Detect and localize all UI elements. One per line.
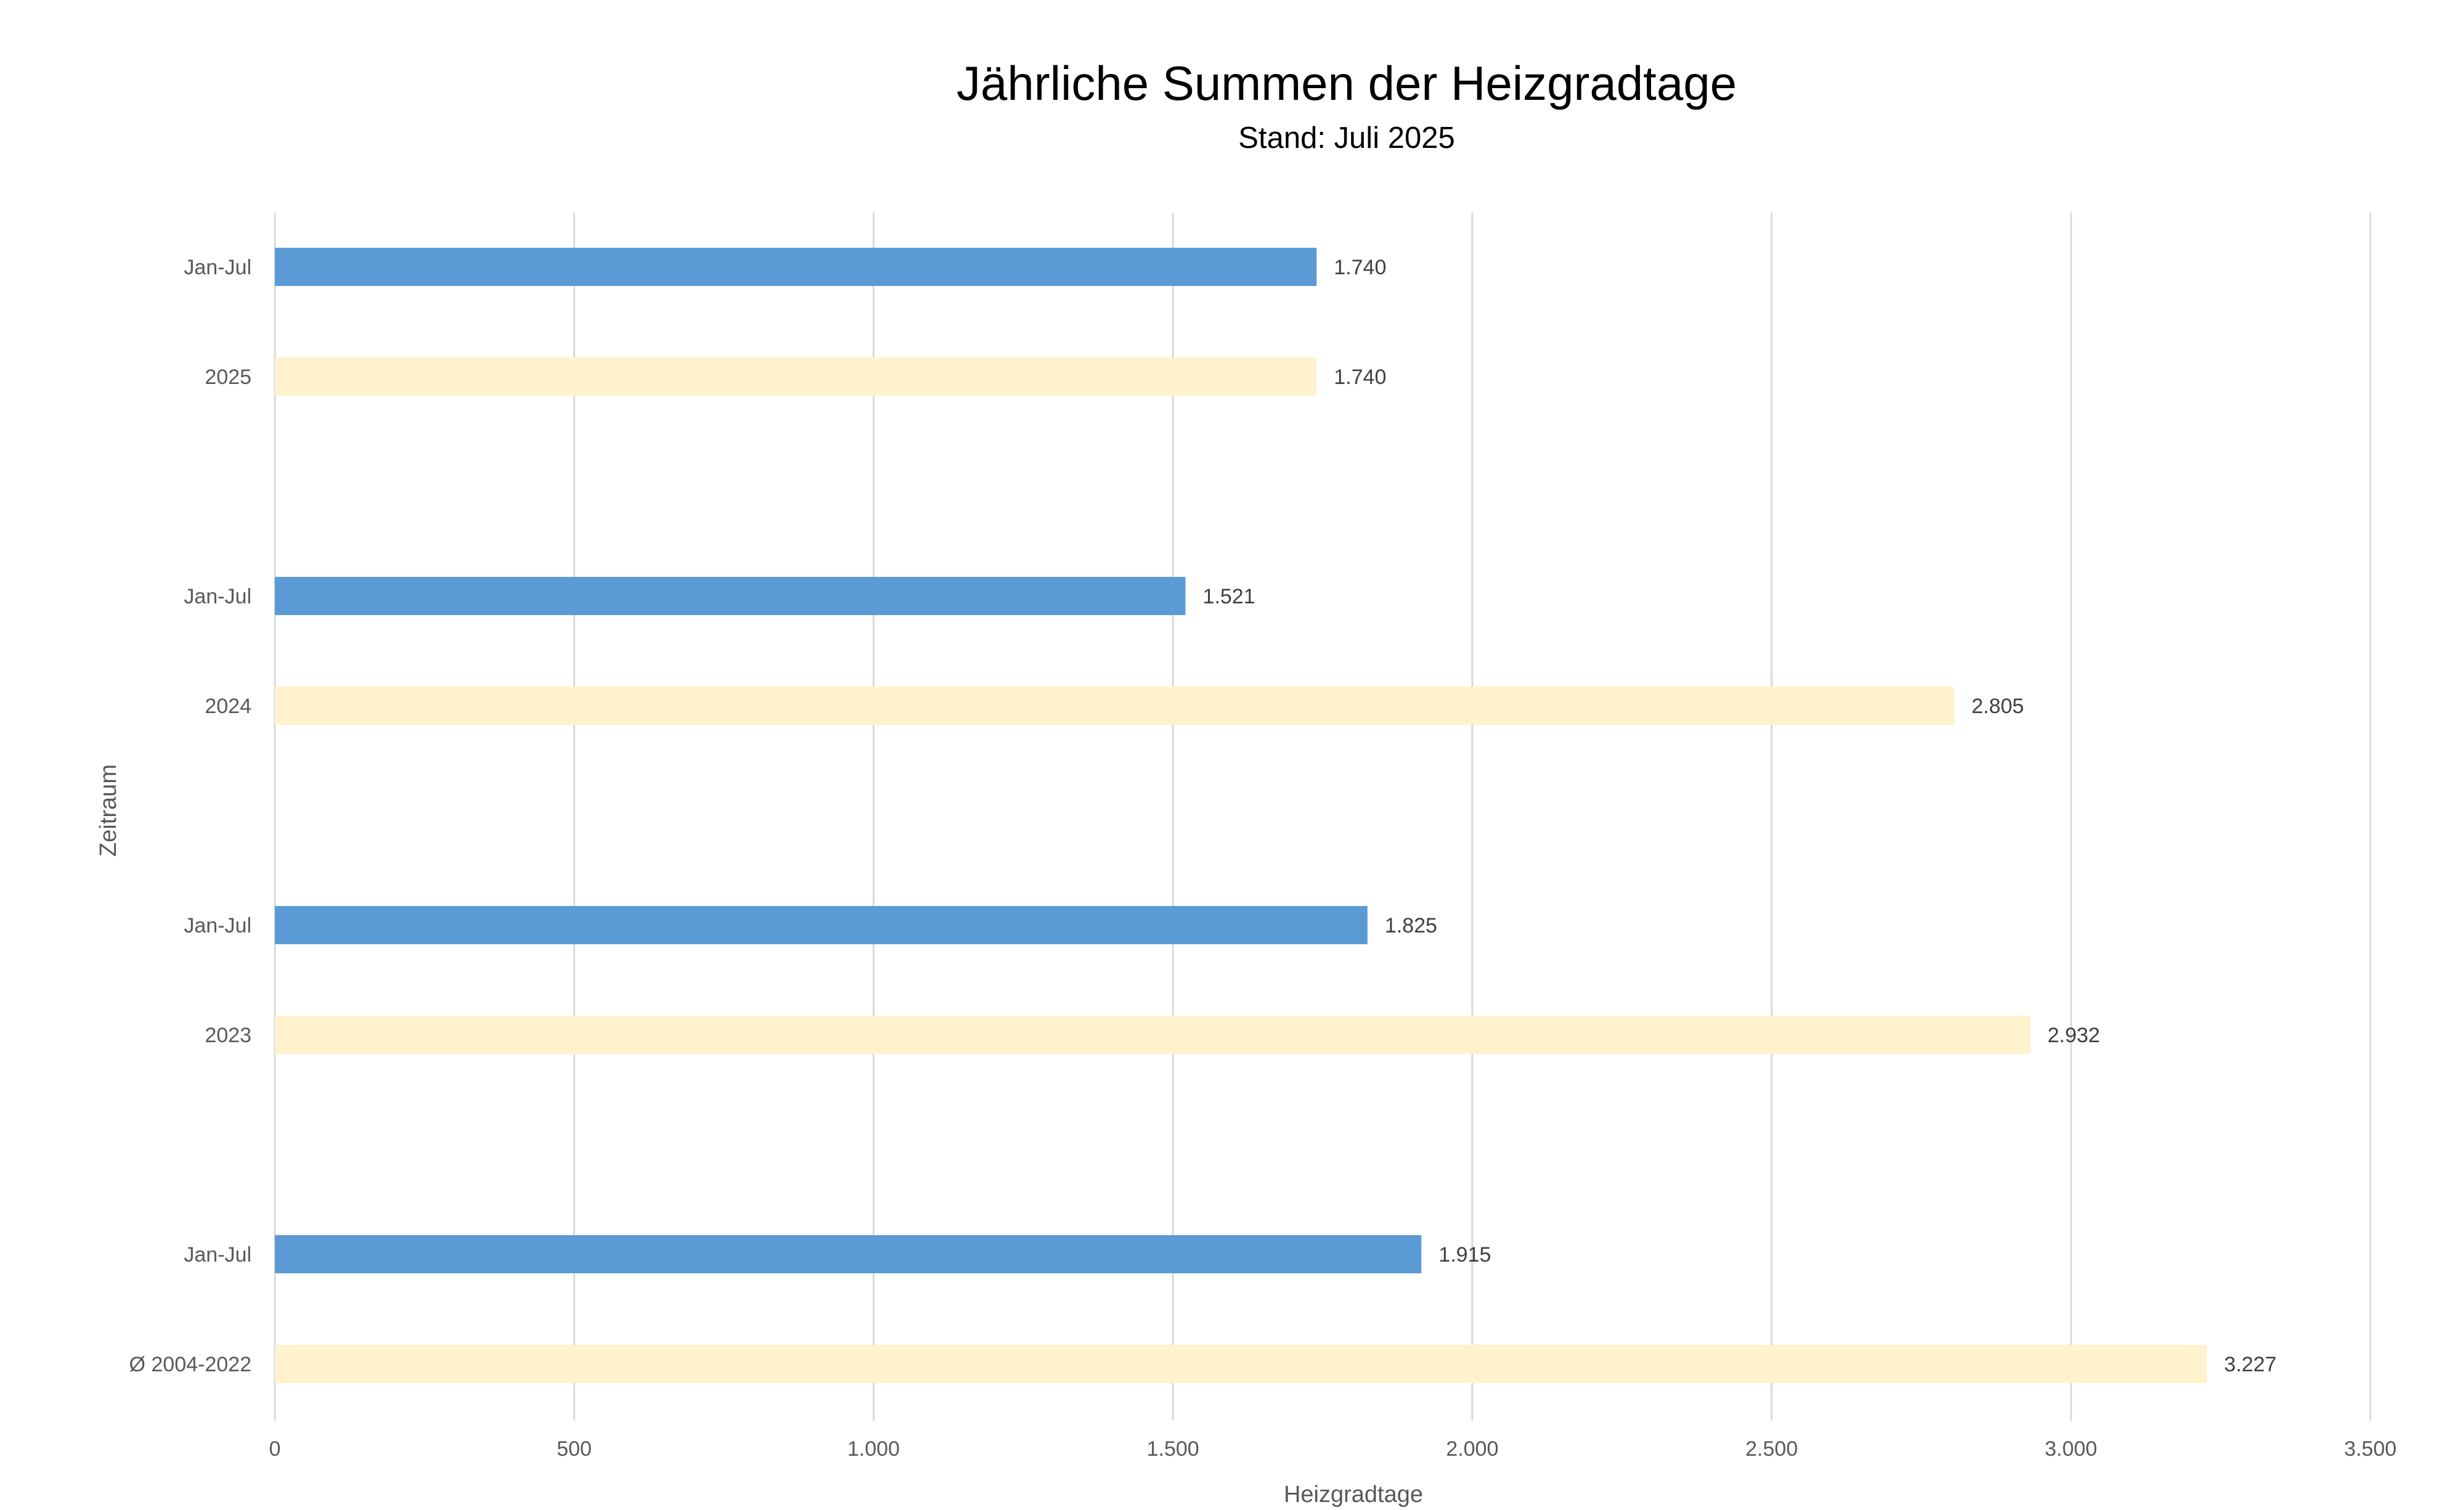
chart-subtitle: Stand: Juli 2025 — [1238, 121, 1454, 155]
bar — [275, 1016, 2031, 1054]
data-label: 2.805 — [1972, 695, 2024, 718]
bars: 1.740 1.740 1.521 2.805 1.825 2.932 1.915 3.227 — [275, 248, 2277, 1383]
y-category-label: 2024 — [205, 695, 251, 718]
y-category-label: Ø 2004-2022 — [129, 1353, 252, 1376]
bar — [275, 906, 1368, 944]
data-label: 1.740 — [1334, 365, 1386, 389]
y-category-label: Jan-Jul — [184, 585, 251, 608]
data-label: 2.932 — [2047, 1024, 2100, 1047]
bar — [275, 577, 1186, 615]
x-tick-label: 1.500 — [1147, 1437, 1199, 1461]
y-category-label: Jan-Jul — [184, 256, 251, 279]
x-tick-label: 500 — [557, 1437, 592, 1461]
x-tick-label: 1.000 — [847, 1437, 900, 1461]
y-category-label: Jan-Jul — [184, 914, 251, 937]
x-tick-label: 3.000 — [2045, 1437, 2097, 1461]
x-tick-label: 2.000 — [1446, 1437, 1498, 1461]
y-category-label: 2025 — [205, 365, 251, 389]
data-label: 1.521 — [1203, 585, 1255, 608]
bar — [275, 248, 1317, 286]
x-tick-label: 3.500 — [2344, 1437, 2396, 1461]
x-tick-label: 0 — [269, 1437, 281, 1461]
y-category-label: 2023 — [205, 1024, 251, 1047]
y-axis-ticks: Jan-Jul 2025 Jan-Jul 2024 Jan-Jul 2023 Jan-Jul… — [129, 256, 252, 1376]
y-axis-label: Zeitraum — [96, 764, 121, 857]
data-label: 1.825 — [1385, 914, 1437, 937]
data-label: 3.227 — [2224, 1353, 2277, 1376]
bar — [275, 1345, 2207, 1383]
bar — [275, 357, 1317, 396]
x-axis-label: Heizgradtage — [1284, 1482, 1423, 1508]
x-axis-ticks: 0 500 1.000 1.500 2.000 2.500 3.000 3.500 — [269, 1437, 2397, 1461]
data-label: 1.740 — [1334, 256, 1386, 279]
y-category-label: Jan-Jul — [184, 1243, 251, 1267]
bar — [275, 1235, 1422, 1273]
gridlines — [274, 213, 2372, 1421]
x-tick-label: 2.500 — [1745, 1437, 1798, 1461]
data-label: 1.915 — [1438, 1243, 1491, 1267]
bar — [275, 687, 1954, 725]
chart-title: Jährliche Summen der Heizgradtage — [957, 56, 1737, 110]
